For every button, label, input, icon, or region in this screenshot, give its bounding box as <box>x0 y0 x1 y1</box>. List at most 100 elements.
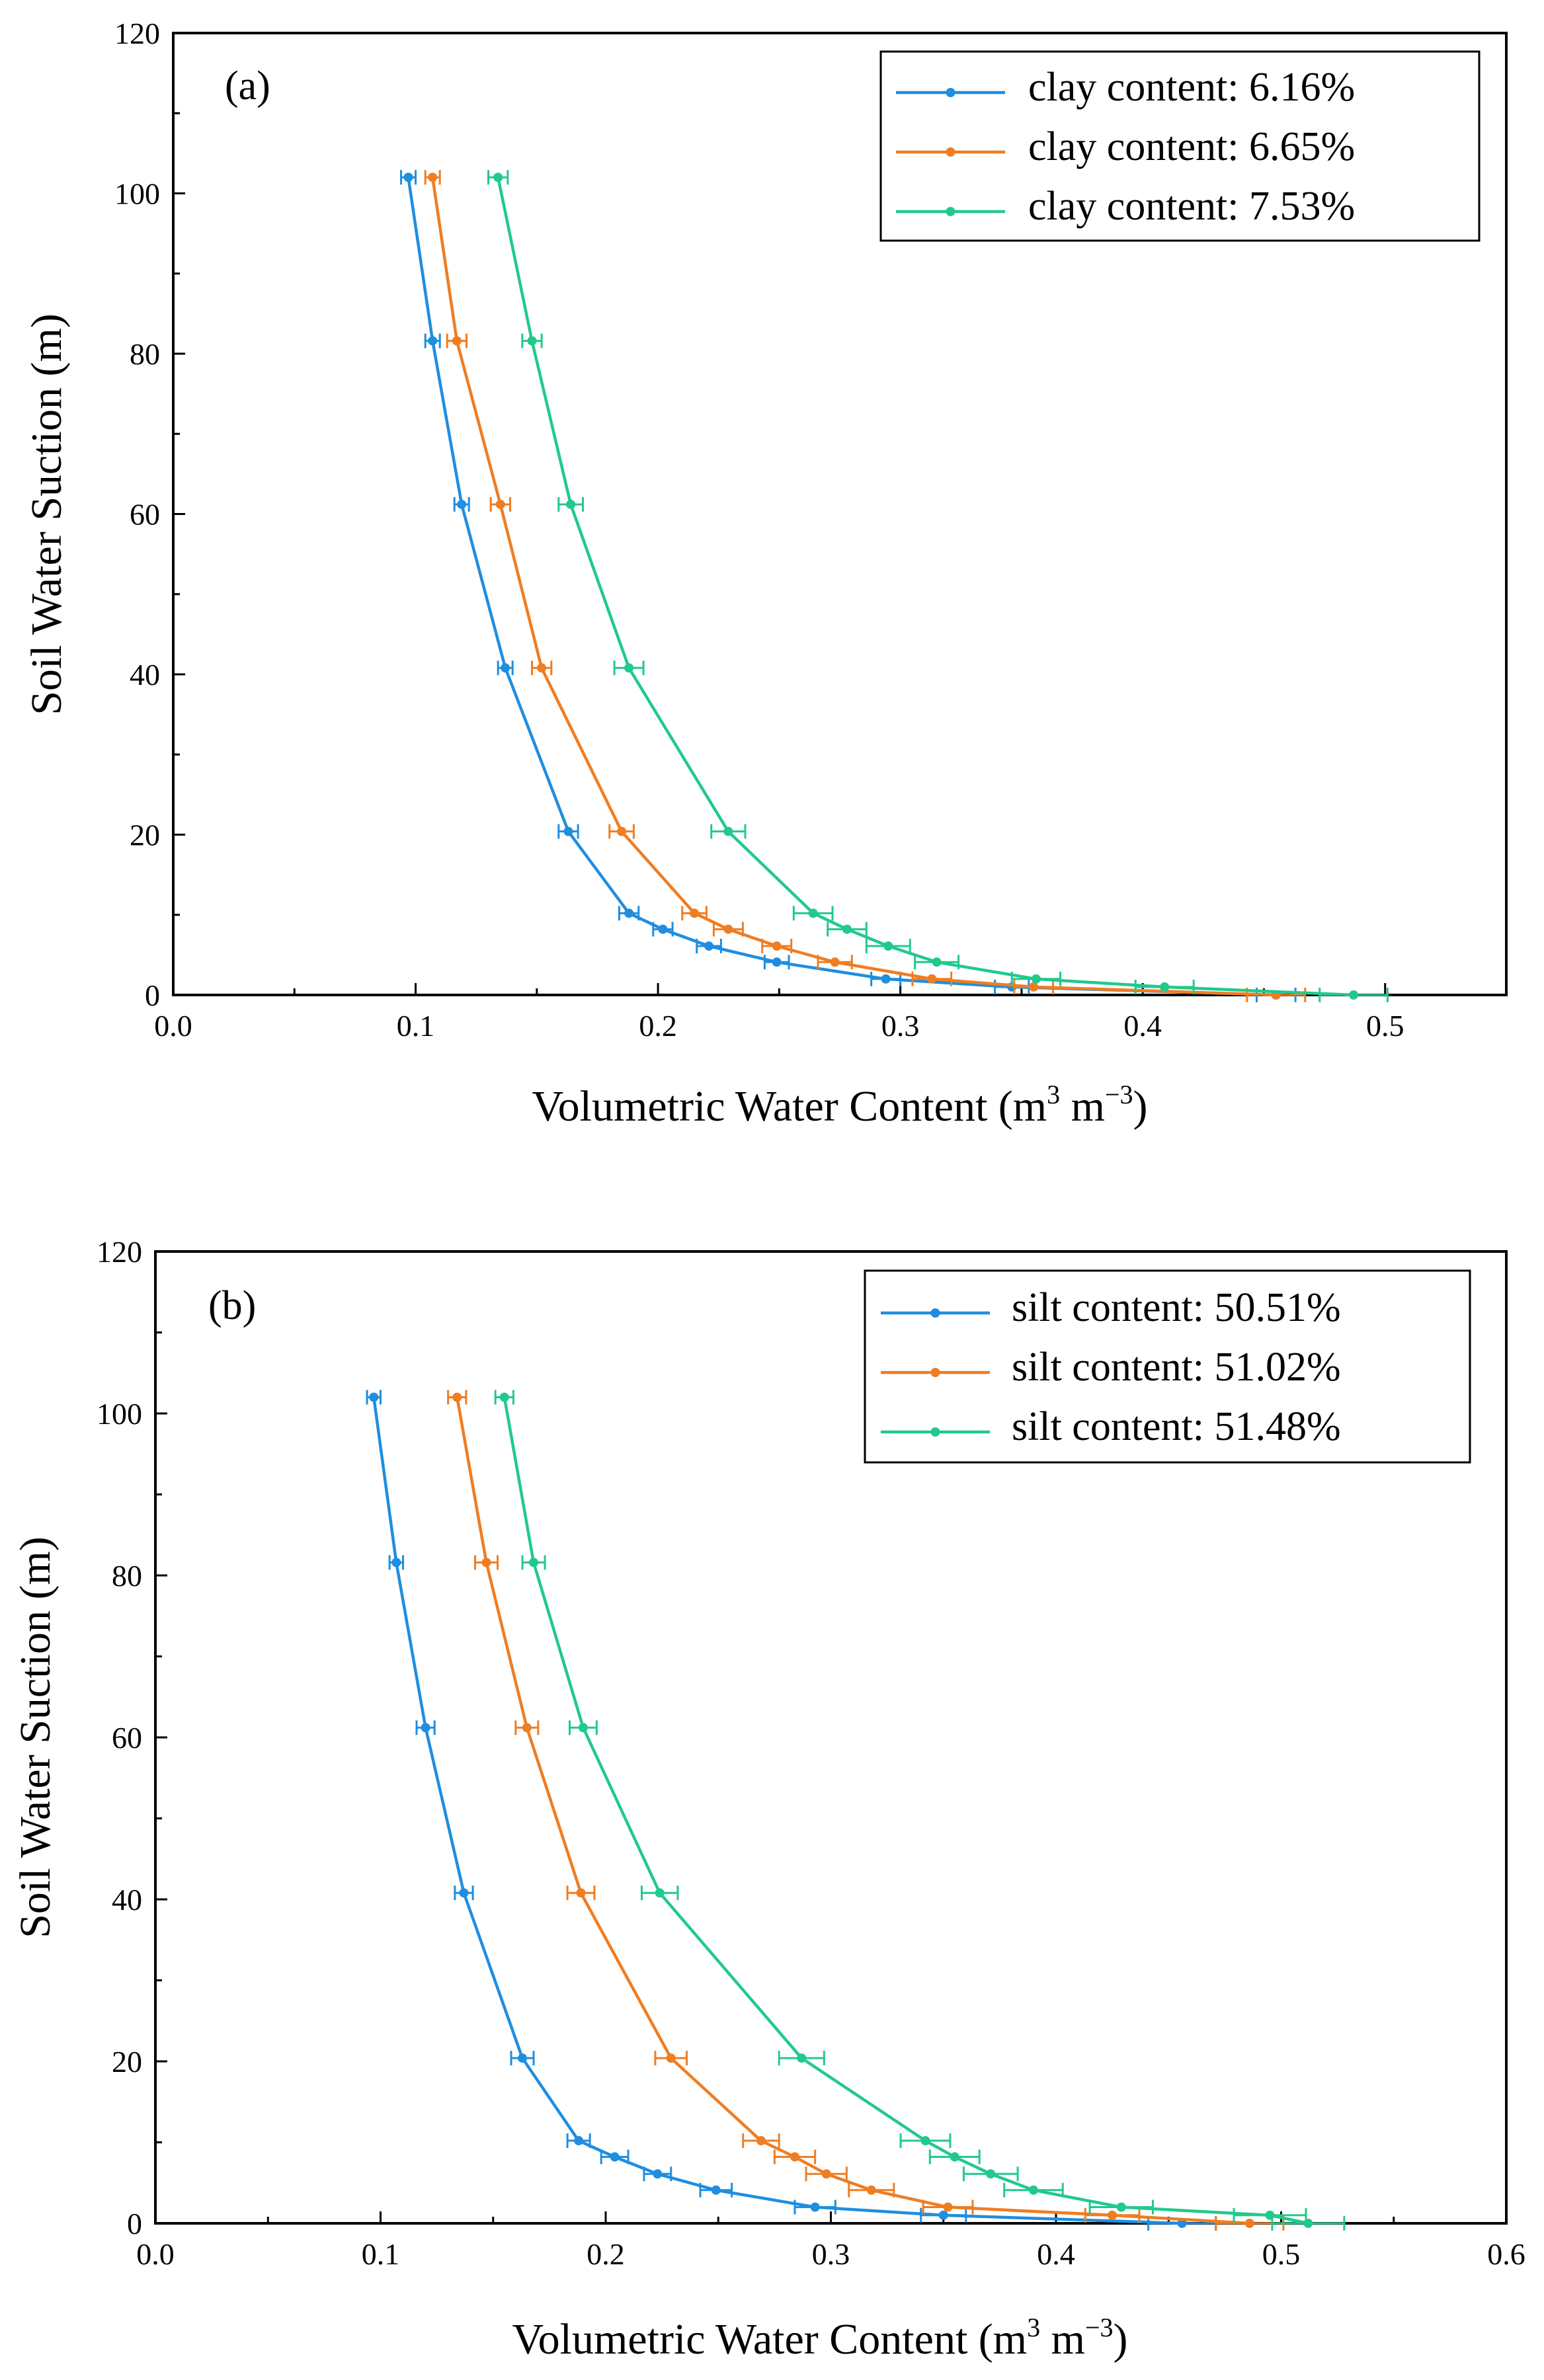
panel-b-legend-label: silt content: 51.02% <box>1012 1345 1341 1390</box>
x-tick-label: 0.5 <box>1262 2237 1301 2271</box>
data-point <box>574 2136 584 2146</box>
series-group <box>487 170 1389 1002</box>
legend-marker <box>930 1368 940 1377</box>
data-point <box>1177 2219 1187 2228</box>
data-point <box>391 1558 401 1567</box>
panel-a-y-tick-labels: 0 20 40 60 80 100 120 <box>114 17 160 1012</box>
data-point <box>797 2053 807 2063</box>
data-point <box>529 1558 539 1567</box>
y-tick-label: 100 <box>97 1397 142 1431</box>
data-point <box>518 2053 528 2063</box>
panel-a-series <box>400 170 1389 1002</box>
data-point <box>842 924 852 934</box>
y-tick-label: 20 <box>112 2045 142 2079</box>
panel-a-x-tick-labels: 0.0 0.1 0.2 0.3 0.4 0.5 <box>154 1009 1404 1043</box>
data-point <box>522 1723 532 1733</box>
legend-marker <box>930 1308 940 1318</box>
panel-b-legend-box <box>864 1269 1471 1464</box>
panel-a-chart: 0.0 0.1 0.2 0.3 0.4 0.5 0 20 40 60 80 100 120 (a) V… <box>22 17 1508 1130</box>
panel-b-x-tick-labels: 0.0 0.1 0.2 0.3 0.4 0.5 0.6 <box>136 2237 1525 2271</box>
panel-b-chart: 0.0 0.1 0.2 0.3 0.4 0.5 0.6 0 20 40 60 80 100 120 (b… <box>11 1235 1525 2363</box>
panel-a-label: (a) <box>225 63 270 108</box>
data-point <box>428 173 438 182</box>
data-point <box>459 1888 469 1898</box>
series-line <box>503 1397 1309 2225</box>
y-tick-label: 120 <box>114 17 160 50</box>
data-point <box>1108 2210 1117 2220</box>
panel-b-legend: silt content: 50.51% silt content: 51.02… <box>864 1269 1471 1464</box>
data-point <box>1029 982 1039 992</box>
y-tick-label: 100 <box>114 177 160 211</box>
data-point <box>920 2136 930 2146</box>
data-point <box>452 1392 462 1402</box>
series-line <box>372 1397 1182 2225</box>
x-tick-label: 0.4 <box>1123 1009 1162 1043</box>
data-point <box>1160 982 1170 992</box>
data-point <box>938 2210 948 2220</box>
panel-b-legend-label: silt content: 51.48% <box>1012 1404 1341 1449</box>
x-tick-label: 0.2 <box>639 1009 677 1043</box>
data-point <box>576 1888 586 1898</box>
data-point <box>1303 2219 1313 2228</box>
y-tick-label: 60 <box>130 498 160 532</box>
data-point <box>830 957 840 967</box>
data-point <box>457 499 467 509</box>
data-point <box>499 1392 509 1402</box>
data-point <box>932 957 942 967</box>
data-point <box>772 957 782 967</box>
panel-a-legend: clay content: 6.16% clay content: 6.65% … <box>879 50 1481 242</box>
data-point <box>866 2185 876 2195</box>
data-point <box>624 908 634 918</box>
y-tick-label: 120 <box>97 1235 142 1269</box>
y-tick-label: 0 <box>127 2207 142 2241</box>
panel-a-legend-items <box>896 88 1005 216</box>
data-point <box>610 2152 620 2162</box>
data-point <box>527 336 537 346</box>
data-point <box>452 336 462 346</box>
x-tick-label: 0.6 <box>1487 2237 1525 2271</box>
data-point <box>563 826 573 836</box>
panel-a-legend-label: clay content: 7.53% <box>1028 184 1355 229</box>
panel-b-legend-items <box>881 1308 990 1437</box>
data-point <box>653 2169 663 2179</box>
legend-marker <box>946 147 955 157</box>
data-point <box>1031 974 1041 984</box>
data-point <box>690 908 700 918</box>
data-point <box>810 2202 820 2212</box>
series-line <box>430 177 1276 997</box>
legend-marker <box>946 207 955 216</box>
panel-a-y-axis-title: Soil Water Suction (m) <box>22 313 71 715</box>
panel-b-label: (b) <box>208 1283 256 1328</box>
data-point <box>537 663 547 673</box>
x-tick-label: 0.4 <box>1037 2237 1075 2271</box>
data-point <box>566 499 576 509</box>
data-point <box>1244 2219 1254 2228</box>
series-group <box>366 1390 1217 2231</box>
panel-b-y-tick-labels: 0 20 40 60 80 100 120 <box>97 1235 142 2241</box>
data-point <box>421 1723 430 1733</box>
data-point <box>369 1392 379 1402</box>
data-point <box>756 2136 766 2146</box>
y-tick-label: 40 <box>130 658 160 692</box>
legend-marker <box>930 1427 940 1437</box>
y-tick-label: 40 <box>112 1883 142 1917</box>
data-point <box>1349 990 1359 1000</box>
data-point <box>666 2053 676 2063</box>
y-tick-label: 60 <box>112 1721 142 1755</box>
panel-a-legend-label: clay content: 6.16% <box>1028 65 1355 110</box>
data-point <box>723 924 733 934</box>
data-point <box>808 908 818 918</box>
data-point <box>927 974 937 984</box>
data-point <box>1116 2202 1126 2212</box>
data-point <box>655 1888 665 1898</box>
data-point <box>1028 2185 1038 2195</box>
data-point <box>711 2185 721 2195</box>
data-point <box>883 941 893 951</box>
y-tick-label: 0 <box>145 978 160 1012</box>
x-tick-label: 0.1 <box>362 2237 400 2271</box>
data-point <box>501 663 510 673</box>
data-point <box>481 1558 491 1567</box>
y-tick-label: 20 <box>130 818 160 852</box>
y-tick-label: 80 <box>130 337 160 371</box>
series-line <box>456 1397 1250 2225</box>
